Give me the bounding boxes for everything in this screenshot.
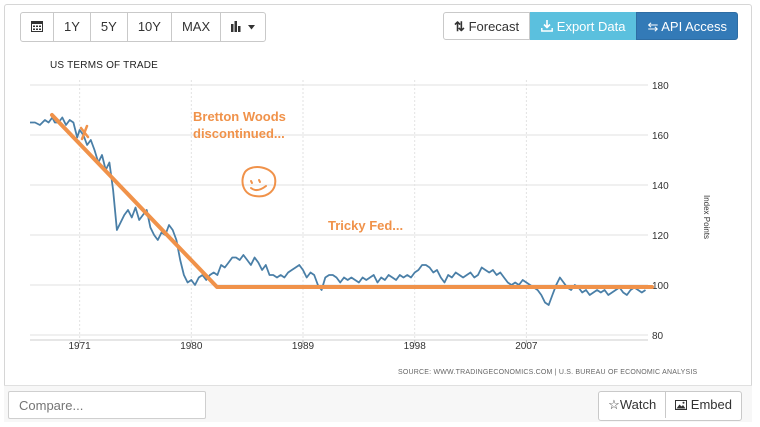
trend-line-annotation [50, 113, 654, 289]
source-text: SOURCE: WWW.TRADINGECONOMICS.COM | U.S. … [398, 369, 698, 376]
x-tick-label: 1989 [292, 341, 315, 352]
y-axis-label: Index Points [702, 195, 711, 239]
exchange-icon: ⇆ [647, 19, 659, 34]
cross-mark-annotation [79, 124, 90, 141]
y-tick-label: 160 [652, 131, 669, 142]
y-tick-label: 100 [652, 281, 669, 292]
series-layer [30, 116, 647, 306]
range-max-button[interactable]: MAX [172, 13, 222, 41]
export-label: Export Data [556, 19, 626, 34]
api-label: API Access [661, 19, 727, 34]
smiley-face-doodle [241, 166, 277, 198]
y-tick-label: 120 [652, 231, 669, 242]
annotation-layer [50, 113, 654, 289]
range-10y-button[interactable]: 10Y [128, 13, 172, 41]
forecast-button[interactable]: ⇅ Forecast [443, 12, 531, 40]
footer-actions: ☆Watch Embed [598, 391, 742, 421]
caret-down-icon [247, 25, 255, 30]
annotation-bretton-line1: Bretton Woods [193, 109, 286, 124]
x-tick-label: 1998 [404, 341, 427, 352]
range-1y-button[interactable]: 1Y [54, 13, 91, 41]
api-access-button[interactable]: ⇆ API Access [636, 12, 738, 40]
bar-chart-icon [231, 21, 241, 32]
chart-title: US TERMS OF TRADE [50, 60, 159, 71]
compare-input[interactable] [8, 391, 206, 419]
series-line [30, 116, 647, 306]
forecast-label: Forecast [468, 19, 520, 34]
x-tick-label: 1971 [69, 341, 92, 352]
calendar-button[interactable] [21, 13, 54, 41]
x-axis: 1971 1980 1989 1998 2007 [30, 339, 648, 352]
x-tick-label: 2007 [515, 341, 538, 352]
y-tick-label: 180 [652, 81, 669, 92]
action-toolbar: ⇅ Forecast Export Data ⇆ API Access [443, 12, 738, 40]
export-data-button[interactable]: Export Data [530, 12, 637, 40]
download-icon [541, 20, 554, 32]
range-toolbar: 1Y 5Y 10Y MAX [20, 12, 266, 42]
calendar-icon [31, 21, 43, 32]
sort-arrows-icon: ⇅ [454, 19, 465, 34]
chart-type-dropdown[interactable] [221, 13, 265, 41]
watch-label: Watch [619, 397, 657, 412]
gridlines [30, 80, 648, 340]
watch-button[interactable]: ☆Watch [599, 392, 665, 418]
annotation-tricky-fed: Tricky Fed... [328, 218, 404, 233]
y-tick-label: 80 [652, 331, 664, 342]
annotation-bretton-line2: discontinued... [193, 126, 285, 141]
y-tick-label: 140 [652, 181, 669, 192]
image-icon [675, 400, 688, 410]
embed-button[interactable]: Embed [665, 392, 741, 418]
star-icon: ☆ [608, 397, 620, 412]
x-tick-label: 1980 [180, 341, 203, 352]
y-axis: 80 100 120 140 160 180 [652, 81, 669, 342]
range-5y-button[interactable]: 5Y [91, 13, 128, 41]
embed-label: Embed [690, 397, 732, 412]
